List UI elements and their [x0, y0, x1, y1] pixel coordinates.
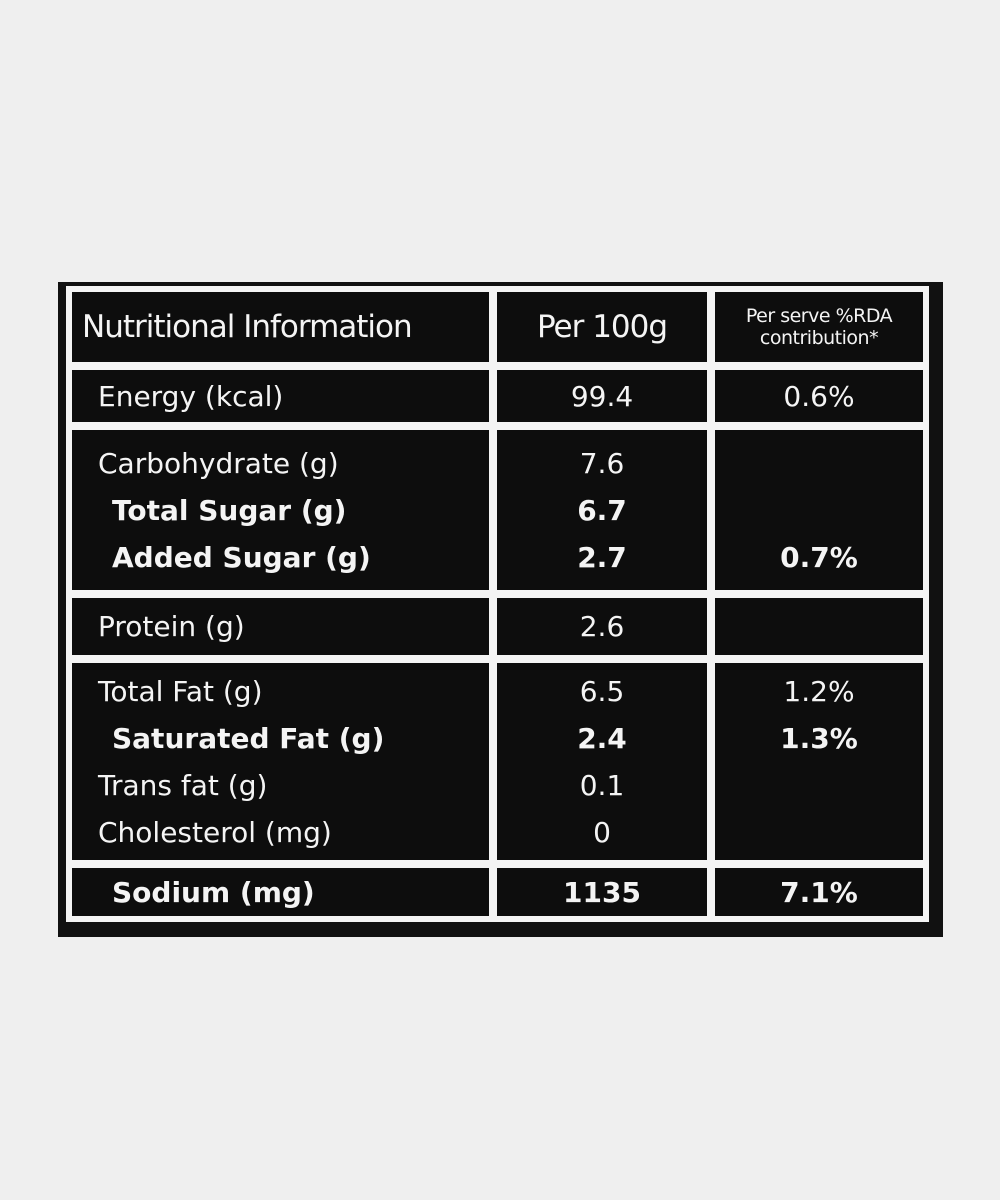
per100g-cell: 7.6 6.7 2.7: [497, 430, 707, 590]
header-text: Per serve %RDA contribution*: [745, 305, 893, 349]
per100g-cell: 6.5 2.4 0.1 0: [497, 663, 707, 860]
header-cell: Nutritional Information: [72, 292, 489, 362]
per100g-cell: 99.4: [497, 370, 707, 422]
name-cell: Total Fat (g) Saturated Fat (g) Trans fat …: [72, 663, 489, 860]
name-text: Total Sugar (g): [112, 493, 347, 527]
per100g-text: 99.4: [570, 379, 634, 413]
empty-line: [715, 603, 923, 650]
rda-cell: [715, 598, 923, 655]
per100g-text: 6.7: [577, 493, 627, 527]
rda-text: 0.7%: [780, 540, 858, 574]
rda-cell: 0.6%: [715, 370, 923, 422]
rda-cell: 7.1%: [715, 868, 923, 916]
rda-text: 1.3%: [780, 721, 858, 755]
empty-line: [715, 487, 923, 534]
rda-cell: 0.7%: [715, 430, 923, 590]
per100g-text: 0.1: [579, 768, 625, 802]
name-text: Carbohydrate (g): [98, 446, 339, 480]
rda-cell: 1.2% 1.3%: [715, 663, 923, 860]
name-text: Protein (g): [98, 610, 245, 643]
header-text: Nutritional Information: [82, 309, 413, 345]
name-text: Added Sugar (g): [112, 540, 371, 574]
name-text: Cholesterol (mg): [98, 815, 332, 849]
per100g-text: 0: [593, 815, 611, 849]
name-text: Energy (kcal): [98, 379, 284, 413]
rda-text: 7.1%: [780, 875, 858, 909]
name-cell: Protein (g): [72, 598, 489, 655]
name-text: Saturated Fat (g): [112, 721, 385, 755]
per100g-text: 2.6: [579, 610, 625, 643]
empty-line: [715, 440, 923, 487]
per100g-cell: 2.6: [497, 598, 707, 655]
header-cell: Per serve %RDA contribution*: [715, 292, 923, 362]
name-cell: Sodium (mg): [72, 868, 489, 916]
name-text: Total Fat (g): [98, 674, 263, 708]
name-text: Sodium (mg): [112, 875, 315, 909]
nutrition-table: Nutritional Information Per 100g Per ser…: [66, 286, 929, 922]
per100g-cell: 1135: [497, 868, 707, 916]
per100g-text: 2.7: [577, 540, 627, 574]
per100g-text: 6.5: [579, 674, 625, 708]
per100g-text: 1135: [563, 875, 641, 909]
label-panel: Nutritional Information Per 100g Per ser…: [58, 282, 943, 937]
name-text: Trans fat (g): [98, 768, 268, 802]
name-cell: Energy (kcal): [72, 370, 489, 422]
per100g-text: 2.4: [577, 721, 627, 755]
header-text: Per 100g: [536, 309, 668, 345]
rda-text: 0.6%: [783, 379, 855, 413]
rda-text: 1.2%: [783, 674, 855, 708]
header-cell: Per 100g: [497, 292, 707, 362]
empty-line: [715, 809, 923, 856]
per100g-text: 7.6: [579, 446, 625, 480]
empty-line: [715, 762, 923, 809]
name-cell: Carbohydrate (g) Total Sugar (g) Added Sug…: [72, 430, 489, 590]
